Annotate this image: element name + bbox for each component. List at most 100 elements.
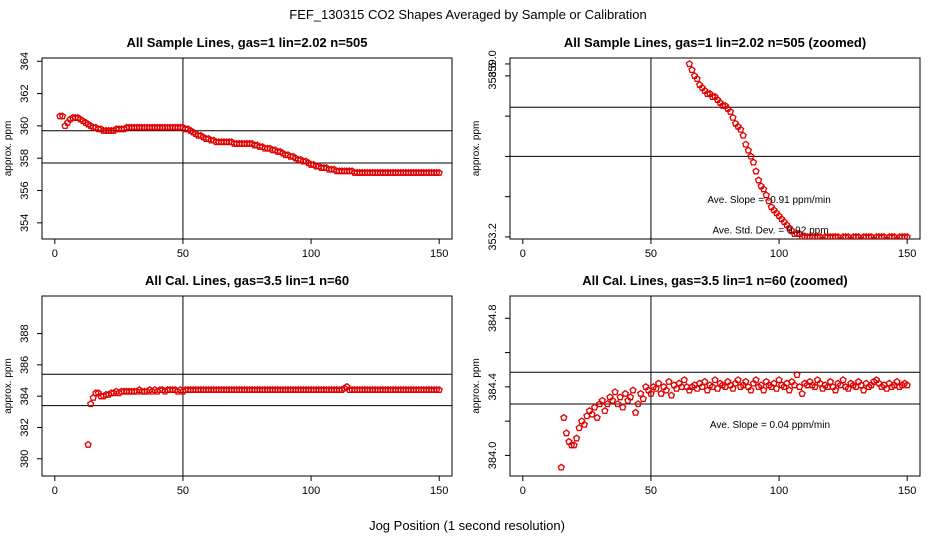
- data-point: [89, 123, 97, 131]
- data-point: [841, 232, 850, 239]
- data-point: [888, 383, 896, 391]
- data-point: [654, 379, 663, 387]
- x-tick-label: 0: [520, 248, 526, 260]
- y-tick-label: 358.6: [487, 62, 499, 90]
- data-point: [274, 147, 282, 155]
- y-tick-label: 386: [19, 356, 31, 374]
- y-axis-label: approx. ppm: [3, 121, 14, 177]
- data-point: [811, 383, 819, 391]
- y-axis-label: approx. ppm: [471, 358, 482, 414]
- data-point: [865, 232, 873, 239]
- data-point: [631, 408, 640, 416]
- data-point: [570, 441, 578, 449]
- data-point: [294, 155, 302, 163]
- data-point: [156, 385, 164, 394]
- plot-frame: [509, 57, 921, 240]
- data-point: [616, 393, 624, 401]
- data-point: [736, 125, 745, 133]
- data-point: [207, 136, 215, 144]
- data-point: [790, 381, 799, 389]
- x-tick-label: 50: [177, 485, 189, 497]
- data-point: [621, 389, 630, 397]
- panel-1: All Sample Lines, gas=1 lin=2.02 n=505 ap…: [3, 35, 453, 260]
- panel-title: All Cal. Lines, gas=3.5 lin=1 n=60 (zoom…: [582, 273, 848, 288]
- plot-frame: [41, 57, 453, 240]
- data-point: [225, 138, 233, 146]
- data-point: [752, 376, 760, 384]
- data-point: [734, 376, 742, 384]
- plot-frame: [41, 295, 453, 477]
- data-point: [865, 383, 873, 391]
- data-point: [194, 131, 203, 139]
- data-point: [340, 384, 349, 392]
- x-tick-label: 0: [52, 485, 58, 497]
- data-point: [588, 410, 596, 418]
- data-point: [256, 143, 264, 151]
- y-tick-label: 356: [19, 181, 31, 199]
- data-point: [900, 232, 909, 239]
- data-point: [736, 383, 745, 391]
- data-point: [281, 151, 290, 159]
- plot-area: [42, 296, 452, 476]
- data-point: [708, 383, 717, 391]
- plot-area: [42, 58, 452, 239]
- data-point: [816, 379, 824, 387]
- data-point: [647, 389, 655, 397]
- panel-3: All Cal. Lines, gas=3.5 lin=1 n=60 approx…: [3, 273, 453, 497]
- data-point: [58, 112, 67, 120]
- x-tick-label: 150: [898, 248, 916, 260]
- data-point: [859, 386, 868, 394]
- x-axis-label: Jog Position (1 second resolution): [369, 518, 565, 533]
- data-point: [739, 131, 747, 139]
- data-point: [785, 386, 794, 394]
- data-point: [877, 383, 886, 391]
- y-tick-label: 360: [19, 117, 31, 135]
- data-point: [754, 176, 763, 184]
- data-point: [613, 400, 622, 408]
- data-point: [575, 424, 583, 432]
- data-point: [852, 232, 860, 239]
- y-tick-label: 359.0: [487, 50, 499, 78]
- data-point: [593, 413, 601, 421]
- data-point: [759, 185, 768, 193]
- annotation-text: Ave. Std. Dev. = 0.92 ppm: [712, 226, 828, 237]
- data-point: [345, 167, 354, 175]
- data-point: [772, 384, 781, 392]
- data-point: [286, 152, 295, 160]
- data-point: [744, 146, 753, 154]
- data-point: [662, 386, 671, 394]
- x-tick-label: 50: [645, 485, 657, 497]
- panels: All Sample Lines, gas=1 lin=2.02 n=505 ap…: [3, 35, 921, 497]
- data-point: [831, 232, 840, 239]
- panel-2: All Sample Lines, gas=1 lin=2.02 n=505 (…: [471, 35, 921, 260]
- plot-area: [510, 296, 920, 476]
- data-point: [263, 144, 272, 152]
- data-point: [793, 229, 801, 238]
- data-point: [685, 60, 694, 68]
- panel-title: All Sample Lines, gas=1 lin=2.02 n=505 (…: [564, 35, 866, 50]
- data-point: [762, 191, 770, 199]
- plot-frame: [509, 295, 921, 477]
- y-tick-label: 384.4: [487, 373, 499, 401]
- data-point: [826, 377, 835, 385]
- data-point: [903, 232, 911, 239]
- data-point: [693, 75, 701, 83]
- y-tick-label: 353.2: [487, 223, 499, 251]
- data-point: [307, 160, 315, 168]
- panel-title: All Cal. Lines, gas=3.5 lin=1 n=60: [145, 273, 349, 288]
- data-point: [870, 377, 878, 385]
- x-tick-label: 100: [302, 485, 320, 497]
- data-point: [775, 376, 783, 384]
- y-tick-label: 354: [19, 214, 31, 232]
- data-point: [572, 434, 581, 442]
- data-point: [435, 168, 443, 176]
- data-point: [798, 389, 806, 397]
- data-point: [611, 388, 619, 396]
- data-point: [56, 112, 64, 120]
- data-point: [665, 377, 673, 385]
- data-point: [636, 389, 645, 397]
- data-point: [652, 384, 660, 392]
- data-point: [84, 440, 92, 448]
- data-point: [765, 197, 773, 205]
